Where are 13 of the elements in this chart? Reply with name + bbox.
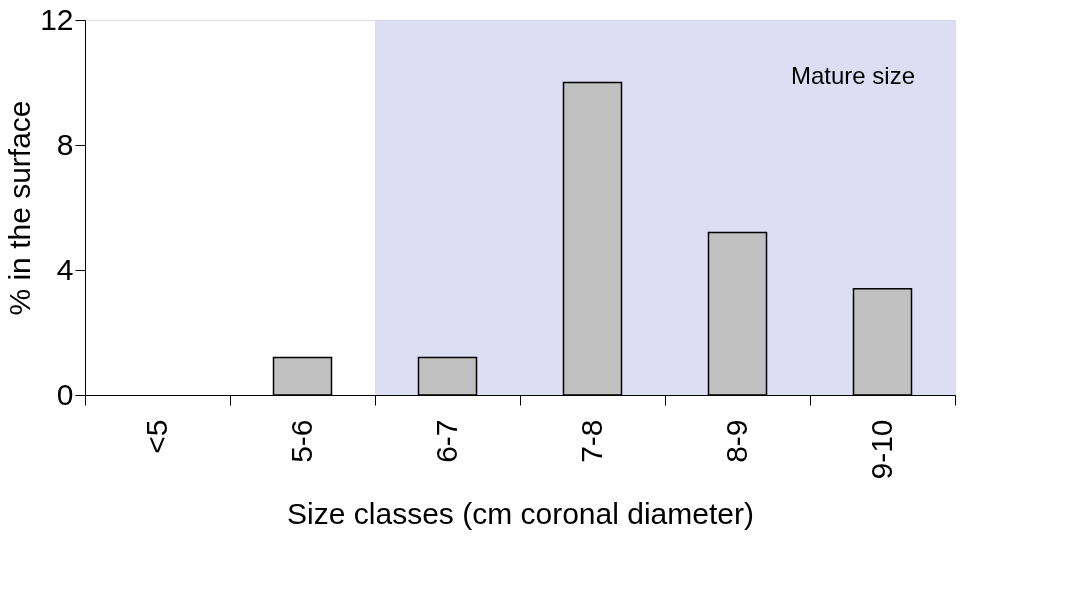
x-axis-title: Size classes (cm coronal diameter) [287,496,754,530]
y-tick-label: 12 [40,2,74,36]
y-tick-label: 8 [56,127,74,161]
y-axis-title: % in the surface [3,100,37,316]
y-tick-label: 0 [56,377,74,411]
x-tick-label: 9-10 [865,419,898,480]
x-tick-label: 6-7 [430,419,463,463]
band-label: Mature size [790,62,915,89]
x-tick-label: 8-9 [720,419,753,463]
x-tick-label: 5-6 [285,419,318,463]
x-tick-label: <5 [140,419,173,454]
x-tick-label: 7-8 [575,419,608,463]
y-tick-label: 4 [56,252,74,286]
